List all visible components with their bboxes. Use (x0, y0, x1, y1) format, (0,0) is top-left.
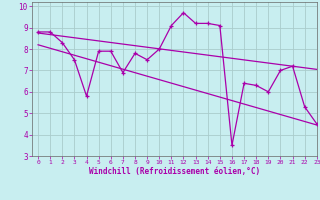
X-axis label: Windchill (Refroidissement éolien,°C): Windchill (Refroidissement éolien,°C) (89, 167, 260, 176)
